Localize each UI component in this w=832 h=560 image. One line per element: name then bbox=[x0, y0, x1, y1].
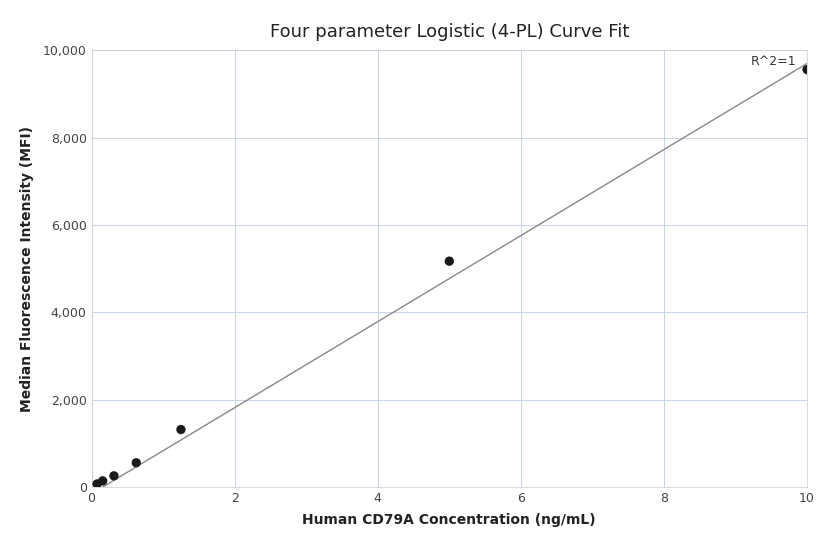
Point bbox=[91, 479, 104, 488]
Point bbox=[800, 65, 814, 74]
Text: R^2=1: R^2=1 bbox=[750, 55, 796, 68]
Point bbox=[130, 458, 143, 467]
Point bbox=[175, 425, 188, 434]
X-axis label: Human CD79A Concentration (ng/mL): Human CD79A Concentration (ng/mL) bbox=[303, 514, 596, 528]
Y-axis label: Median Fluorescence Intensity (MFI): Median Fluorescence Intensity (MFI) bbox=[21, 126, 34, 412]
Point bbox=[443, 256, 456, 265]
Title: Four parameter Logistic (4-PL) Curve Fit: Four parameter Logistic (4-PL) Curve Fit bbox=[270, 22, 629, 40]
Point bbox=[96, 477, 109, 486]
Point bbox=[107, 472, 121, 480]
